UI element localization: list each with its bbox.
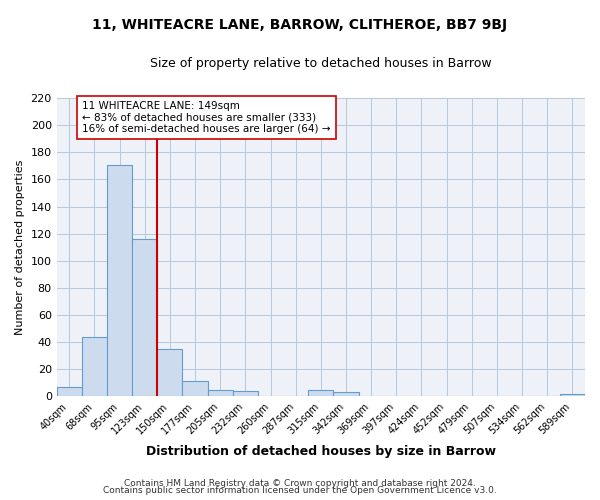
Text: Contains public sector information licensed under the Open Government Licence v3: Contains public sector information licen… [103, 486, 497, 495]
Bar [334, 392, 359, 396]
Bar [107, 164, 132, 396]
Bar [182, 382, 208, 396]
Text: 11 WHITEACRE LANE: 149sqm
← 83% of detached houses are smaller (333)
16% of semi: 11 WHITEACRE LANE: 149sqm ← 83% of detac… [82, 101, 331, 134]
Bar [56, 387, 82, 396]
Bar [560, 394, 585, 396]
Bar [132, 239, 157, 396]
Bar [208, 390, 233, 396]
Bar [157, 349, 182, 397]
Title: Size of property relative to detached houses in Barrow: Size of property relative to detached ho… [150, 58, 491, 70]
Bar [233, 391, 258, 396]
Y-axis label: Number of detached properties: Number of detached properties [15, 160, 25, 335]
Text: 11, WHITEACRE LANE, BARROW, CLITHEROE, BB7 9BJ: 11, WHITEACRE LANE, BARROW, CLITHEROE, B… [92, 18, 508, 32]
Bar [82, 336, 107, 396]
Text: Contains HM Land Registry data © Crown copyright and database right 2024.: Contains HM Land Registry data © Crown c… [124, 478, 476, 488]
X-axis label: Distribution of detached houses by size in Barrow: Distribution of detached houses by size … [146, 444, 496, 458]
Bar [308, 390, 334, 396]
